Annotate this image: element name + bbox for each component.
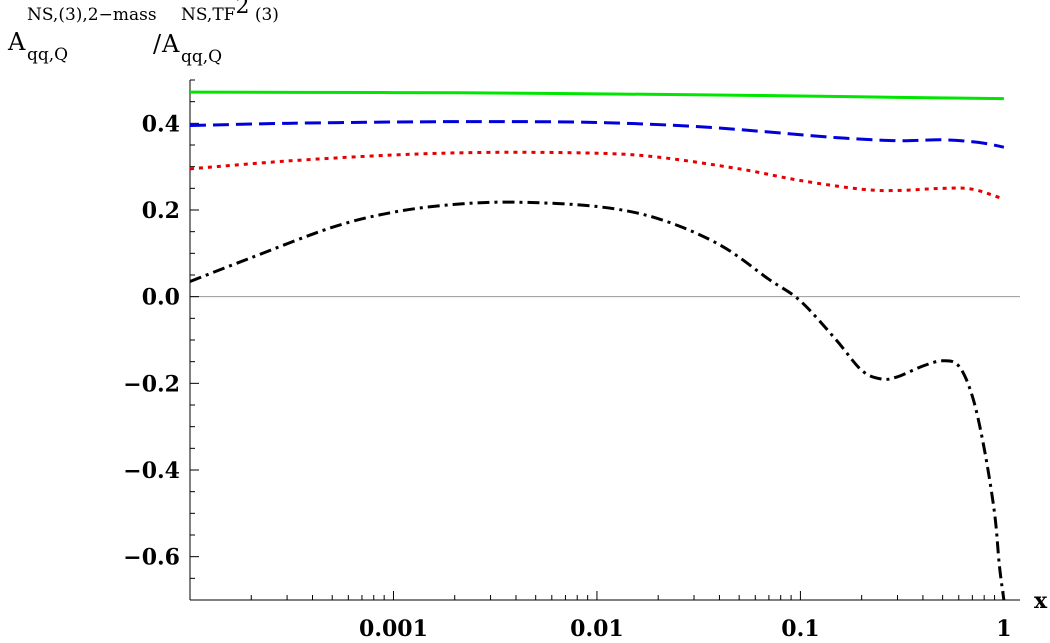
y-axis-label: A NS,(3),2−mass qq,Q / A NS,TF2 (3) qq,Q: [7, 0, 279, 67]
ylabel-num-sup: NS,(3),2−mass: [27, 5, 157, 25]
x-tick-label: 0.1: [781, 616, 819, 642]
axes: 0.4 0.2 0.0 −0.2 −0.4 −0.6 0.001 0.01 0.1 1: [123, 79, 1020, 642]
x-axis-label: x: [1034, 588, 1048, 614]
ylabel-slash: /: [153, 30, 162, 58]
y-tick-label: 0.4: [142, 111, 180, 137]
ylabel-den-sup-text: NS,TF: [181, 5, 236, 25]
series-line-dashed: [189, 120, 1005, 149]
ylabel-den-sup-tail: (3): [249, 5, 278, 25]
ylabel-den-base: A: [161, 30, 180, 58]
series-line-solid: [189, 90, 1004, 101]
x-tick-label: 0.01: [570, 616, 624, 642]
series-line-dotted: [189, 150, 1005, 201]
y-tick-label: 0.0: [142, 285, 180, 311]
ylabel-den-sub: qq,Q: [181, 47, 222, 67]
y-tick-label: −0.4: [123, 458, 180, 484]
series-group: [189, 90, 1006, 601]
x-tick-label: 0.001: [359, 616, 428, 642]
series-line-dashdot: [189, 200, 1006, 601]
y-tick-label: 0.2: [142, 198, 180, 224]
ylabel-num-base: A: [7, 28, 26, 56]
ylabel-den-sup: NS,TF2 (3): [181, 0, 279, 25]
x-tick-label: 1: [996, 616, 1011, 642]
ylabel-den-sup-power: 2: [235, 0, 249, 19]
ylabel-num-sub: qq,Q: [27, 45, 68, 65]
y-tick-label: −0.2: [123, 371, 180, 397]
y-tick-label: −0.6: [123, 545, 180, 571]
